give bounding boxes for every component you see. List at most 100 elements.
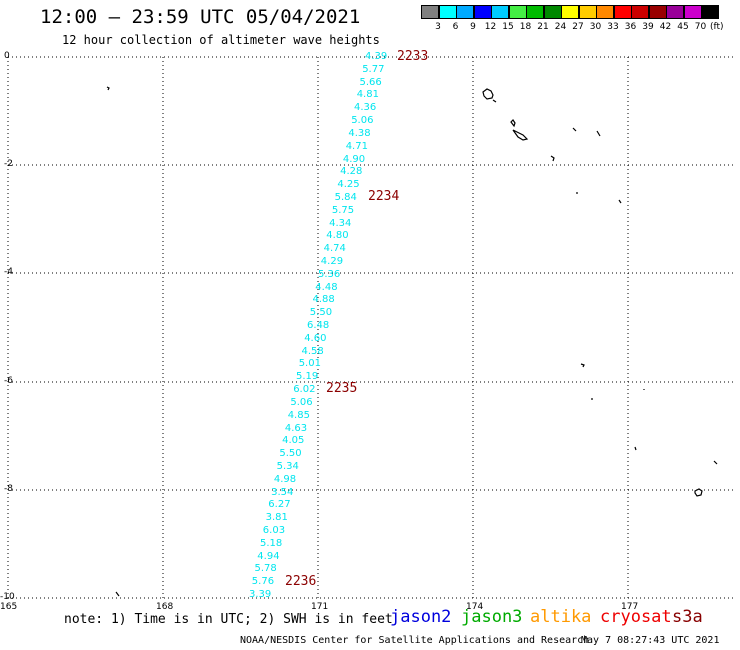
track-time-label: 2234 bbox=[368, 189, 400, 204]
wave-height-value: 4.29 bbox=[320, 256, 344, 267]
legend-tick-label: 36 bbox=[624, 22, 637, 32]
island-outline bbox=[596, 130, 601, 137]
wave-height-value: 4.28 bbox=[340, 166, 363, 178]
wave-height-value: 3.54 bbox=[271, 486, 294, 498]
legend-tick-label: 39 bbox=[642, 22, 654, 32]
wave-height-value: 4.38 bbox=[348, 127, 371, 139]
legend-tick-label: 30 bbox=[589, 22, 602, 32]
legend-tick-label: 33 bbox=[607, 22, 619, 32]
legend-tick-label: 3 bbox=[435, 22, 441, 32]
legend-tick-label: 27 bbox=[572, 22, 584, 32]
island-outline bbox=[106, 86, 110, 91]
wave-height-value: 5.18 bbox=[260, 537, 283, 549]
legend-tick-label: 45 bbox=[677, 22, 689, 32]
wave-height-value: 5.06 bbox=[351, 115, 374, 126]
legend-tick-label: 15 bbox=[502, 22, 514, 32]
wave-height-value: 4.48 bbox=[315, 281, 338, 293]
wave-height-value: 4.71 bbox=[345, 140, 368, 152]
latitude-label: -6 bbox=[4, 376, 13, 386]
legend-tick-label: 70 bbox=[694, 22, 707, 32]
wave-height-value: 5.50 bbox=[279, 448, 302, 460]
wave-height-value: 6.02 bbox=[293, 384, 316, 395]
island-outline bbox=[618, 199, 622, 204]
legend-tick-label: 18 bbox=[519, 22, 532, 32]
wave-height-value: 5.06 bbox=[290, 396, 313, 408]
latitude-label: -2 bbox=[4, 159, 13, 169]
satellite-name: jason3 bbox=[461, 607, 523, 627]
wave-height-value: 5.66 bbox=[359, 76, 382, 88]
longitude-label: 165 bbox=[0, 602, 18, 612]
island-outline bbox=[634, 446, 637, 451]
wave-height-value: 4.85 bbox=[287, 409, 310, 421]
island-outline bbox=[482, 88, 497, 103]
map-subtitle: 12 hour collection of altimeter wave hei… bbox=[62, 33, 380, 47]
legend-tick-label: 12 bbox=[484, 22, 497, 32]
island-outline bbox=[572, 127, 577, 132]
latitude-label: -4 bbox=[4, 267, 13, 277]
wave-height-value: 3.39 bbox=[249, 589, 272, 600]
island-outline bbox=[694, 488, 703, 497]
wave-height-value: 6.48 bbox=[307, 320, 330, 331]
legend-tick-label: 42 bbox=[659, 22, 672, 32]
island-outline bbox=[510, 119, 529, 141]
legend-swatch bbox=[701, 5, 719, 19]
wave-height-value: 4.94 bbox=[257, 550, 280, 562]
satellite-name: cryosat bbox=[600, 607, 672, 627]
track-time-label: 2235 bbox=[326, 381, 358, 396]
island-outline bbox=[550, 155, 555, 162]
island-outline bbox=[115, 591, 120, 597]
wave-height-value: 5.78 bbox=[254, 563, 277, 575]
wave-height-value: 4.98 bbox=[273, 473, 297, 485]
longitude-label: 177 bbox=[621, 602, 639, 612]
latitude-label: 0 bbox=[4, 51, 10, 61]
legend-tick-label: 24 bbox=[554, 22, 567, 32]
generation-timestamp: May 7 08:27:43 UTC 2021 bbox=[581, 635, 720, 646]
wave-height-value: 4.36 bbox=[354, 102, 377, 114]
legend-unit: (ft) bbox=[710, 22, 724, 32]
longitude-label: 168 bbox=[156, 602, 174, 612]
footer-note: note: 1) Time is in UTC; 2) SWH is in fe… bbox=[64, 612, 393, 627]
wave-height-value: 5.77 bbox=[362, 63, 385, 75]
island-outline bbox=[713, 460, 718, 465]
wave-height-value: 4.63 bbox=[284, 422, 308, 434]
legend-tick-label: 21 bbox=[537, 22, 549, 32]
wave-height-value: 4.74 bbox=[323, 243, 346, 255]
map-grid bbox=[7, 56, 736, 599]
track-time-label: 2236 bbox=[285, 574, 317, 589]
credit-text: NOAA/NESDIS Center for Satellite Applica… bbox=[240, 635, 590, 646]
wave-height-value: 4.60 bbox=[304, 332, 327, 344]
wave-height-value: 4.81 bbox=[356, 89, 379, 101]
island-outline bbox=[580, 363, 585, 368]
satellite-name: jason2 bbox=[390, 607, 452, 627]
wave-height-value: 5.36 bbox=[318, 268, 341, 280]
map-title: 12:00 – 23:59 UTC 05/04/2021 bbox=[40, 6, 361, 28]
satellite-name: s3a bbox=[672, 607, 703, 627]
wave-height-value: 3.81 bbox=[265, 512, 288, 524]
wave-height-value: 5.75 bbox=[331, 204, 355, 216]
wave-height-value: 4.05 bbox=[282, 435, 305, 447]
wave-height-value: 4.88 bbox=[312, 294, 335, 306]
wave-height-value: 4.58 bbox=[301, 345, 324, 357]
wave-height-value: 6.27 bbox=[268, 499, 291, 511]
legend-tick-label: 9 bbox=[470, 22, 476, 32]
islands bbox=[106, 86, 718, 597]
wave-height-value: 4.90 bbox=[342, 153, 366, 165]
wave-height-value: 4.39 bbox=[365, 51, 388, 62]
track-time-label: 2233 bbox=[397, 49, 429, 64]
wave-height-value: 4.34 bbox=[329, 217, 352, 229]
legend-tick-label: 6 bbox=[452, 22, 459, 32]
wave-height-value: 5.76 bbox=[251, 576, 275, 588]
wave-height-value: 5.50 bbox=[309, 307, 333, 319]
longitude-label: 174 bbox=[466, 602, 484, 612]
wave-height-value: 5.19 bbox=[296, 371, 319, 383]
wave-height-value: 4.80 bbox=[326, 230, 349, 242]
satellite-name: altika bbox=[530, 607, 592, 627]
wave-height-value: 5.84 bbox=[334, 191, 357, 203]
wave-height-value: 5.34 bbox=[276, 460, 299, 472]
wave-height-value: 6.03 bbox=[262, 525, 286, 536]
wave-height-value: 5.01 bbox=[298, 358, 321, 370]
latitude-label: -8 bbox=[4, 484, 13, 494]
latitude-label: -10 bbox=[0, 592, 15, 602]
longitude-label: 171 bbox=[311, 602, 329, 612]
